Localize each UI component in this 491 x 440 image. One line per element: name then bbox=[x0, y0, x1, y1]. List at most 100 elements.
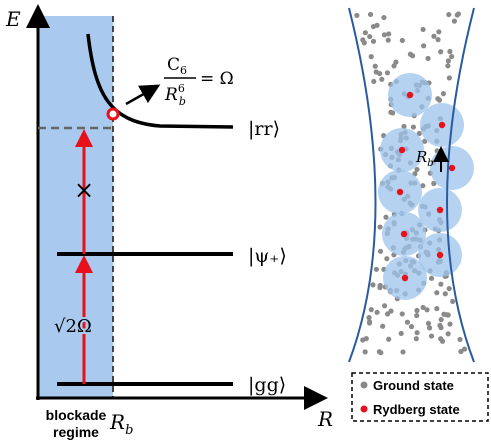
ground-atom bbox=[461, 346, 468, 352]
region-label: blockade bbox=[46, 407, 107, 423]
ground-atom bbox=[376, 349, 382, 355]
ground-atom bbox=[370, 38, 377, 44]
ground-atom bbox=[370, 282, 376, 288]
ground-atom bbox=[447, 48, 453, 55]
ground-atom bbox=[393, 59, 399, 65]
ground-atom bbox=[425, 55, 431, 62]
legend-marker bbox=[360, 405, 368, 413]
ground-atom bbox=[436, 29, 442, 35]
rydberg-atom bbox=[436, 251, 444, 259]
legend-label: Ground state bbox=[373, 378, 454, 393]
ground-atom bbox=[421, 43, 427, 49]
ground-atom bbox=[446, 75, 452, 81]
legend-label: Rydberg state bbox=[373, 402, 460, 417]
ground-atom bbox=[441, 311, 447, 317]
ground-atom bbox=[401, 123, 407, 130]
ground-atom bbox=[408, 324, 415, 330]
blockade-region bbox=[38, 16, 113, 398]
ground-atom bbox=[416, 130, 422, 137]
ground-atom bbox=[420, 304, 426, 311]
level-label: |ψ₊⟩ bbox=[248, 245, 287, 267]
ground-atom bbox=[437, 322, 443, 328]
ground-atom bbox=[445, 312, 451, 318]
ground-atom bbox=[367, 11, 374, 18]
interaction-curve bbox=[86, 33, 234, 129]
fraction-denominator: R6 b bbox=[164, 82, 186, 108]
ground-atom bbox=[445, 63, 451, 69]
rydberg-atom bbox=[436, 206, 444, 214]
trap-boundary bbox=[348, 7, 377, 363]
fraction-rhs: = Ω bbox=[200, 69, 234, 89]
ground-atom bbox=[390, 110, 396, 116]
ground-atom bbox=[425, 320, 432, 327]
blocked-mark: × bbox=[74, 176, 94, 204]
ground-atom bbox=[377, 70, 383, 77]
ground-atom bbox=[373, 266, 380, 272]
ground-atom bbox=[458, 348, 464, 355]
ground-atom bbox=[428, 333, 435, 339]
ground-atom bbox=[450, 298, 456, 304]
ground-atom bbox=[431, 180, 437, 187]
ground-atom bbox=[424, 307, 430, 313]
region-label: regime bbox=[53, 424, 99, 440]
ground-atom bbox=[400, 349, 406, 355]
rydberg-atom bbox=[396, 188, 404, 196]
ground-atom bbox=[380, 323, 386, 329]
ground-atom bbox=[438, 49, 444, 55]
annotation-arrow bbox=[125, 84, 161, 106]
energy-axis-label: E bbox=[5, 7, 21, 31]
ground-atom bbox=[383, 214, 389, 220]
ground-atom bbox=[407, 51, 414, 57]
ground-atom bbox=[384, 70, 391, 76]
ground-atom bbox=[386, 336, 392, 342]
ground-atom bbox=[374, 309, 380, 315]
ground-atom bbox=[372, 63, 378, 69]
rydberg-atom bbox=[406, 91, 414, 99]
radius-label: Rb bbox=[109, 410, 133, 438]
ground-atom bbox=[434, 305, 440, 312]
ground-atom bbox=[368, 54, 374, 60]
ground-atom bbox=[377, 248, 384, 254]
ground-atom bbox=[454, 12, 460, 18]
ground-atom bbox=[398, 330, 404, 337]
rabi-label: √2Ω bbox=[54, 316, 92, 337]
level-label: |gg⟩ bbox=[248, 374, 286, 396]
ground-atom bbox=[442, 291, 448, 297]
ground-atom bbox=[399, 311, 405, 317]
ground-atom bbox=[410, 124, 417, 130]
rydberg-atom bbox=[398, 146, 406, 154]
ground-atom bbox=[445, 58, 452, 64]
ground-atom bbox=[414, 166, 420, 173]
ground-atom bbox=[354, 12, 360, 19]
ground-atom bbox=[363, 336, 369, 342]
ground-atom bbox=[374, 22, 380, 28]
ground-atom bbox=[371, 78, 377, 85]
radius-label: Rb bbox=[415, 148, 434, 169]
ground-atom bbox=[457, 336, 463, 343]
ground-atom bbox=[426, 325, 433, 331]
rydberg-atom bbox=[400, 230, 408, 238]
distance-axis-label: R bbox=[317, 407, 333, 431]
ground-atom bbox=[414, 312, 420, 319]
ground-atom bbox=[414, 330, 420, 336]
trap-boundary bbox=[446, 7, 475, 363]
rydberg-atom bbox=[448, 164, 456, 172]
ground-atom bbox=[384, 311, 391, 317]
ground-atom bbox=[379, 76, 385, 82]
ground-atom bbox=[361, 40, 367, 46]
ground-atom bbox=[366, 315, 372, 321]
ground-atom bbox=[377, 224, 383, 230]
ground-atom bbox=[438, 281, 444, 287]
legend-marker bbox=[360, 381, 368, 389]
ground-atom bbox=[446, 11, 452, 18]
ground-atom bbox=[382, 303, 388, 309]
ground-atom bbox=[388, 308, 394, 314]
ground-atom bbox=[436, 97, 443, 103]
ground-atom bbox=[413, 336, 419, 342]
ground-atom bbox=[414, 307, 420, 314]
legend-box bbox=[351, 372, 489, 422]
ground-atom bbox=[431, 33, 437, 39]
ground-atom bbox=[438, 336, 444, 342]
ground-atom bbox=[367, 33, 373, 40]
ground-atom bbox=[434, 290, 440, 296]
